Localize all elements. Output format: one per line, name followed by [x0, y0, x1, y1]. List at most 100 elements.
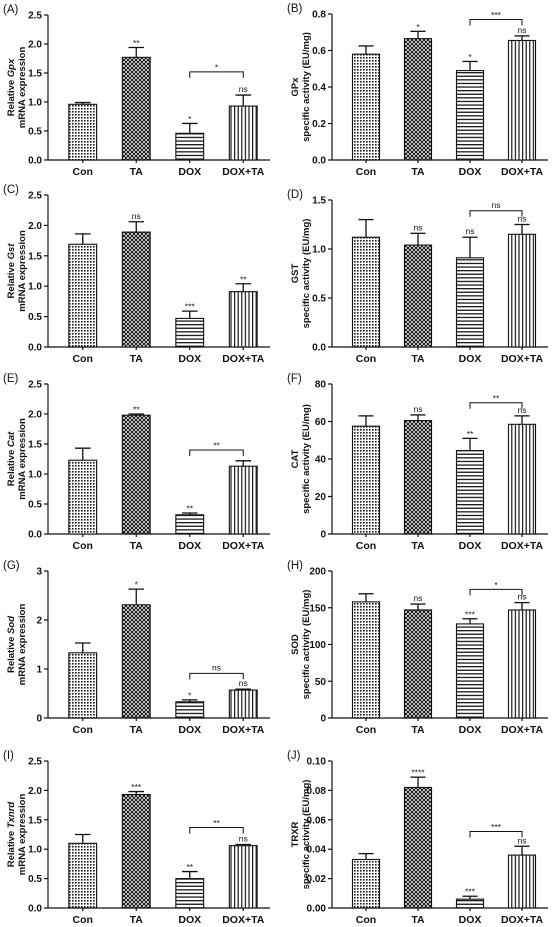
bracket-significance-label: **: [213, 441, 220, 451]
bar: [351, 236, 381, 348]
y-axis-title-line: TRXR: [290, 821, 301, 847]
bar: [121, 56, 151, 161]
y-tick-label: 200: [309, 567, 326, 578]
x-category-label: DOX+TA: [222, 724, 265, 736]
x-category-label: TA: [130, 166, 144, 178]
bar: [228, 465, 258, 535]
bar: [228, 689, 258, 719]
y-axis-title: Relative TxnrdmRNA expression: [6, 794, 28, 876]
x-category-label: DOX+TA: [222, 353, 265, 365]
panel-label: (I): [3, 750, 14, 762]
y-tick-label: 0.0: [312, 343, 326, 354]
chart-panel: (C) 0.0 0.5 1.0 1.5 2.0 2.5 Relative GstmRNA ex…: [3, 184, 270, 365]
bar: [121, 793, 151, 909]
y-tick-label: 0: [36, 714, 42, 725]
y-tick-label: 100: [309, 640, 326, 651]
bar-significance-label: ns: [414, 593, 423, 603]
chart-panel: (I) 0.0 0.5 1.0 1.5 2.0 2.5 Relative TxnrdmRNA …: [3, 750, 270, 926]
y-axis-title-line: Relative: [6, 77, 17, 116]
y-tick-label: 150: [309, 603, 326, 614]
panel-label: (A): [3, 4, 19, 16]
y-axis-title-line: specific activity (EU/mg): [301, 590, 312, 700]
y-axis-title-line: GST: [290, 264, 301, 284]
x-category-label: DOX+TA: [222, 540, 265, 552]
y-tick-label: 60: [315, 417, 327, 428]
x-category-label: DOX: [178, 914, 201, 926]
panel-label: (E): [3, 373, 19, 385]
y-axis-title-line: mRNA expression: [17, 418, 28, 500]
y-axis-title-gene: Sod: [6, 616, 17, 634]
bar: [175, 132, 205, 161]
bracket-significance-label: **: [213, 818, 220, 828]
bar-significance-label: ns: [518, 25, 527, 35]
x-category-label: DOX+TA: [501, 353, 544, 365]
bracket-significance-label: **: [493, 393, 500, 403]
bar: [175, 317, 205, 348]
y-tick-label: 0.5: [28, 500, 42, 511]
bar: [403, 609, 433, 719]
bar-significance-label: *: [188, 114, 192, 124]
bar: [351, 601, 381, 719]
bar-significance-label: **: [133, 38, 140, 48]
x-category-label: TA: [130, 353, 144, 365]
bar: [175, 514, 205, 535]
y-tick-label: 0.0: [28, 530, 42, 541]
bar-significance-label: *: [468, 52, 472, 62]
bar-significance-label: ns: [239, 678, 248, 688]
y-axis-title-line: Relative: [6, 259, 17, 298]
y-tick-label: 50: [315, 677, 327, 688]
y-tick-label: 0.0: [28, 343, 42, 354]
bar: [68, 842, 98, 909]
y-tick-label: 3: [36, 567, 42, 578]
x-category-label: DOX: [178, 724, 201, 736]
comparison-bracket: [469, 588, 523, 596]
y-tick-label: 0.0: [312, 156, 326, 167]
y-axis-title-line: specific activity (EU/mg): [301, 404, 312, 514]
x-category-label: Con: [73, 540, 93, 552]
chart-panel: (D) 0.0 0.5 1.0 1.5 GSTspecific activity (EU/…: [287, 189, 548, 365]
bracket-significance-label: *: [494, 580, 498, 590]
bar: [455, 898, 485, 909]
y-tick-label: 0.5: [312, 294, 326, 305]
chart-panel: (F) 0 20 40 60 80 CATspecific activity (EU/mg)…: [287, 373, 548, 552]
x-category-label: DOX: [459, 353, 482, 365]
x-category-label: TA: [130, 724, 144, 736]
bar-significance-label: ***: [185, 302, 196, 312]
y-tick-label: 0.5: [28, 127, 42, 138]
y-tick-label: 0.06: [307, 815, 327, 826]
bar: [455, 450, 485, 535]
x-category-label: DOX: [459, 540, 482, 552]
bar: [351, 53, 381, 161]
bracket-significance-label: ***: [491, 822, 502, 832]
y-axis-title-line: mRNA expression: [17, 794, 28, 876]
y-axis-title-line: Relative: [6, 634, 17, 673]
y-tick-label: 1.5: [28, 69, 42, 80]
y-tick-label: 2.5: [28, 380, 42, 391]
x-category-label: TA: [411, 353, 425, 365]
x-category-label: DOX: [178, 540, 201, 552]
y-tick-label: 1.5: [312, 196, 326, 207]
y-tick-label: 0.4: [312, 83, 326, 94]
x-category-label: DOX: [178, 353, 201, 365]
y-axis-title-gene: Gpx: [6, 58, 17, 77]
bar-significance-label: ns: [239, 833, 248, 843]
y-axis-title-line: mRNA expression: [17, 47, 28, 129]
bar-significance-label: ns: [518, 592, 527, 602]
y-tick-label: 0.04: [307, 845, 327, 856]
y-axis-title: Relative GpxmRNA expression: [6, 47, 28, 129]
comparison-bracket: [189, 71, 244, 78]
bar: [351, 858, 381, 909]
chart-panel: (A) 0.0 0.5 1.0 1.5 2.0 2.5 Relative GpxmRNA ex…: [3, 4, 270, 178]
comparison-bracket: [469, 831, 523, 838]
y-tick-label: 0.02: [307, 874, 327, 885]
bar-significance-label: **: [240, 274, 247, 284]
bar-significance-label: ns: [239, 84, 248, 94]
bar: [455, 257, 485, 348]
x-category-label: TA: [411, 540, 425, 552]
y-tick-label: 0.8: [312, 10, 326, 21]
x-category-label: Con: [73, 166, 93, 178]
bar-significance-label: **: [467, 429, 474, 439]
bar: [403, 786, 433, 909]
bar: [68, 652, 98, 719]
